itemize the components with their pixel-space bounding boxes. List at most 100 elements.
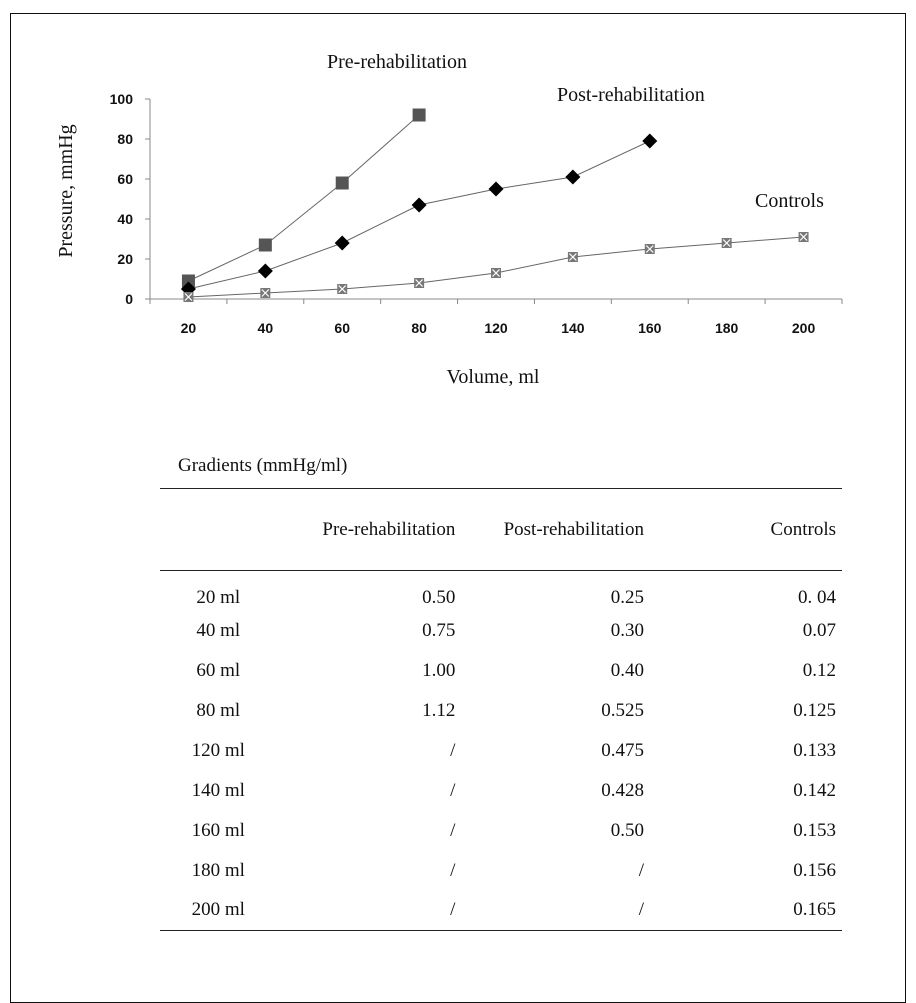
x-tick-label: 60: [334, 320, 350, 336]
series-layer: [180, 108, 809, 302]
data-point-controls: [491, 268, 501, 278]
cell-pre-rehabilitation: 1.12: [422, 699, 456, 721]
data-point-cross: [568, 253, 577, 261]
row-volume: 60 ml: [196, 659, 241, 681]
table-header-row: Pre-rehabilitation Post-rehabilitation C…: [160, 488, 842, 571]
row-volume: 20 ml: [196, 586, 241, 608]
x-tick-label: 180: [715, 320, 739, 336]
data-point-post-rehabilitation: [565, 169, 581, 185]
data-point-cross: [184, 293, 193, 301]
row-volume: 200 ml: [191, 899, 245, 921]
table-row: 40 ml 0.75 0.30 0.07: [160, 611, 842, 651]
table-row: 60 ml 1.00 0.40 0.12: [160, 651, 842, 691]
table-body: 20 ml 0.50 0.25 0. 04 40 ml 0.75 0.30 0.07 60 ml…: [160, 571, 842, 931]
cell-post-rehabilitation: 0.525: [601, 699, 644, 721]
data-point-post-rehabilitation: [411, 197, 427, 213]
cell-pre-rehabilitation: /: [450, 739, 456, 761]
row-volume: 140 ml: [191, 779, 245, 801]
x-tick-label: 140: [561, 320, 585, 336]
cell-controls: 0.12: [802, 659, 836, 681]
x-tick-label: 40: [258, 320, 274, 336]
header-empty: [160, 489, 277, 571]
cell-post-rehabilitation: 0.40: [610, 659, 644, 681]
table-row: 160 ml / 0.50 0.153: [160, 811, 842, 851]
data-point-controls: [567, 252, 578, 262]
cell-post-rehabilitation: 0.30: [610, 619, 644, 641]
y-axis-ticks: 0 20 40 60 80 100: [110, 91, 150, 307]
data-point-pre-rehabilitation: [412, 108, 426, 122]
cell-controls: 0.153: [793, 819, 836, 841]
row-volume: 120 ml: [191, 739, 245, 761]
data-point-post-rehabilitation: [334, 235, 350, 251]
cell-controls: 0.07: [802, 619, 836, 641]
x-tick-label: 160: [638, 320, 662, 336]
cell-controls: 0. 04: [798, 586, 836, 608]
series-label-post-rehabilitation: Post-rehabilitation: [557, 84, 705, 106]
series-label-pre-rehabilitation: Pre-rehabilitation: [327, 51, 467, 73]
data-point-controls: [721, 238, 732, 248]
data-point-post-rehabilitation: [257, 263, 273, 279]
header-post-rehabilitation: Post-rehabilitation: [503, 518, 644, 540]
x-axis-ticks: 20 40 60 80 120 140 160 180 200: [149, 299, 843, 336]
y-tick-label: 40: [117, 211, 133, 227]
data-point-post-rehabilitation: [488, 181, 504, 197]
x-tick-label: 120: [484, 320, 508, 336]
cell-post-rehabilitation: /: [638, 859, 644, 881]
cell-pre-rehabilitation: /: [450, 819, 456, 841]
table-row: 80 ml 1.12 0.525 0.125: [160, 691, 842, 731]
x-tick-label: 200: [792, 320, 816, 336]
y-tick-label: 20: [117, 251, 133, 267]
series-controls: [183, 232, 809, 302]
table-row: 180 ml / / 0.156: [160, 851, 842, 891]
cell-controls: 0.156: [793, 859, 836, 881]
data-point-pre-rehabilitation: [258, 238, 272, 252]
x-tick-label: 80: [411, 320, 427, 336]
data-point-controls: [644, 244, 655, 254]
cell-post-rehabilitation: 0.428: [601, 779, 644, 801]
y-axis-label: Pressure, mmHg: [55, 124, 77, 257]
table-row: 140 ml / 0.428 0.142: [160, 771, 842, 811]
data-point-post-rehabilitation: [642, 133, 658, 149]
data-point-cross: [492, 269, 500, 277]
data-point-controls: [260, 288, 271, 298]
row-volume: 180 ml: [191, 859, 245, 881]
data-point-pre-rehabilitation: [335, 176, 349, 190]
data-point-controls: [798, 232, 809, 242]
cell-pre-rehabilitation: /: [450, 899, 456, 921]
gradients-table: Pre-rehabilitation Post-rehabilitation C…: [160, 488, 842, 931]
cell-post-rehabilitation: 0.25: [610, 586, 644, 608]
chart-axes: 0 20 40 60 80 100 20 40 60 80 120 140 160 180 200: [110, 91, 843, 336]
table-caption: Gradients (mmHg/ml): [178, 455, 348, 476]
table-row: 20 ml 0.50 0.25 0. 04: [160, 571, 842, 611]
table-row: 120 ml / 0.475 0.133: [160, 731, 842, 771]
data-point-controls: [414, 278, 425, 288]
data-point-controls: [183, 292, 194, 302]
data-point-cross: [722, 239, 731, 247]
y-tick-label: 100: [110, 91, 134, 107]
x-tick-label: 20: [181, 320, 197, 336]
data-point-cross: [415, 279, 424, 287]
series-line-pre-rehabilitation: [188, 114, 420, 282]
series-post-rehabilitation: [180, 133, 658, 297]
row-volume: 80 ml: [196, 699, 241, 721]
data-point-pre-rehabilitation: [181, 274, 195, 288]
row-volume: 40 ml: [196, 619, 241, 641]
series-pre-rehabilitation: [181, 108, 426, 288]
cell-controls: 0.165: [793, 899, 836, 921]
series-label-controls: Controls: [755, 190, 824, 212]
data-point-cross: [645, 245, 654, 253]
row-volume: 160 ml: [191, 819, 245, 841]
x-axis-label: Volume, ml: [447, 366, 540, 388]
data-point-controls: [337, 284, 348, 294]
cell-controls: 0.133: [793, 739, 836, 761]
header-controls: Controls: [770, 518, 836, 540]
series-labels: Pre-rehabilitation Post-rehabilitation C…: [327, 51, 824, 212]
cell-pre-rehabilitation: 0.50: [422, 586, 456, 608]
cell-pre-rehabilitation: 1.00: [422, 659, 456, 681]
cell-controls: 0.142: [793, 779, 836, 801]
series-line-controls: [188, 236, 804, 298]
header-pre-rehabilitation: Pre-rehabilitation: [322, 518, 456, 540]
data-point-cross: [261, 289, 270, 297]
cell-pre-rehabilitation: 0.75: [422, 619, 456, 641]
y-tick-label: 80: [117, 131, 133, 147]
